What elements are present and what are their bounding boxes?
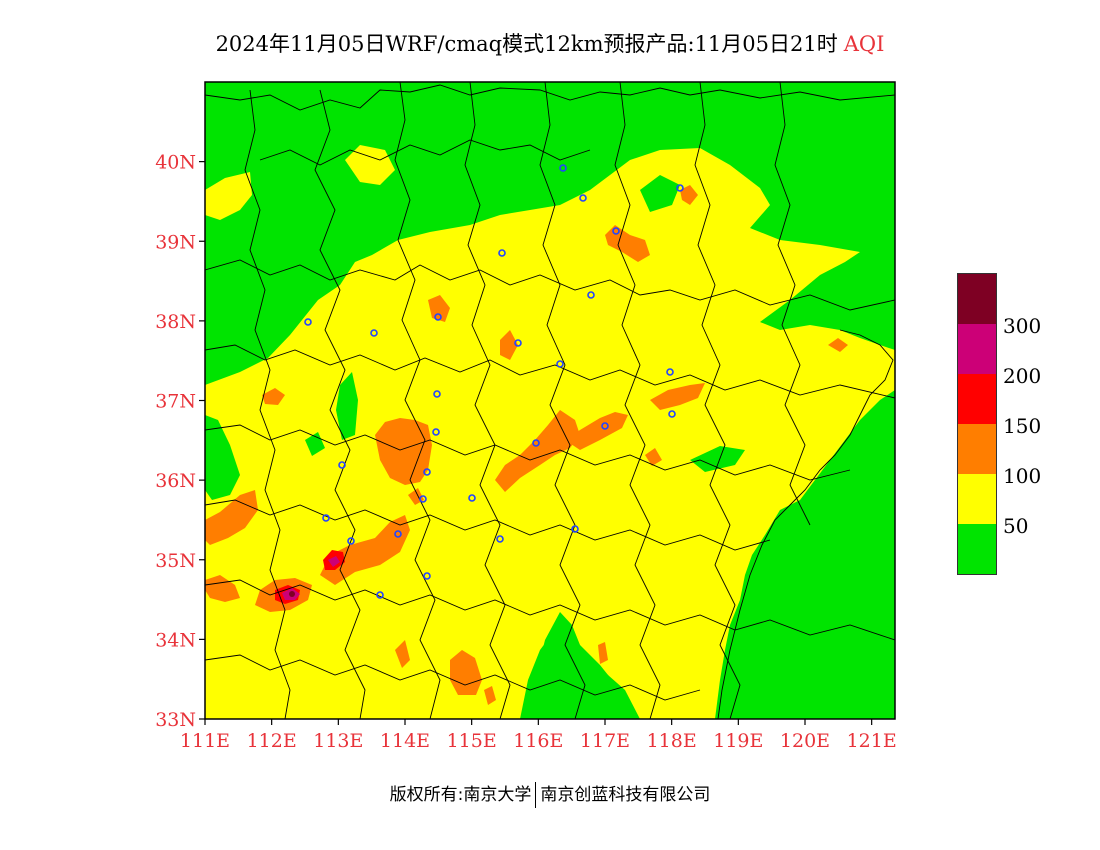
- title-variable: AQI: [843, 32, 885, 56]
- lon-tick-label: 121E: [847, 730, 897, 752]
- lon-tick-label: 117E: [580, 730, 630, 752]
- lon-tick-label: 119E: [713, 730, 763, 752]
- aqi-field: [205, 82, 895, 719]
- aqi-zone-moderate-north: [345, 145, 395, 185]
- latitude-ticks: 40N 39N 38N 37N 36N 35N 34N 33N: [155, 152, 205, 731]
- aqi-zone-good-pocket-2: [336, 372, 358, 440]
- legend-label-100: 100: [1003, 464, 1042, 488]
- lat-tick-label: 33N: [155, 709, 196, 731]
- longitude-ticks: 111E 112E 113E 114E 115E 116E 117E 118E 119E 120E…: [180, 719, 897, 752]
- copyright-footer: 版权所有:南京大学 南京创蓝科技有限公司: [0, 780, 1100, 808]
- lon-tick-label: 112E: [247, 730, 297, 752]
- aqi-zone-good-pocket: [640, 175, 680, 212]
- legend-swatch-50-100: [958, 474, 996, 524]
- footer-separator: [535, 782, 537, 808]
- aqi-zone-good-pocket-4: [690, 446, 745, 472]
- legend-swatch-300plus: [958, 274, 996, 324]
- legend-label-300: 300: [1003, 314, 1042, 338]
- aqi-zone-good-pocket-5: [205, 415, 240, 500]
- aqi-zone-good-south: [530, 612, 640, 719]
- copyright-org-1: 南京大学: [463, 785, 532, 805]
- legend-swatch-0-50: [958, 524, 996, 574]
- admin-boundaries: [205, 82, 895, 719]
- legend-label-200: 200: [1003, 364, 1042, 388]
- legend-label-150: 150: [1003, 414, 1042, 438]
- city-markers: [304, 164, 684, 599]
- map-title: 2024年11月05日WRF/cmaq模式12km预报产品:11月05日21时 A…: [0, 28, 1100, 58]
- copyright-org-2: 南京创蓝科技有限公司: [540, 785, 711, 805]
- aqi-zone-moderate-nw: [205, 172, 252, 220]
- legend-swatch-200-300: [958, 324, 996, 374]
- lat-tick-label: 40N: [155, 152, 196, 174]
- copyright-prefix: 版权所有:: [389, 785, 464, 805]
- lon-tick-label: 115E: [447, 730, 497, 752]
- lat-tick-label: 39N: [155, 231, 196, 253]
- lat-tick-label: 36N: [155, 470, 196, 492]
- lon-tick-label: 116E: [513, 730, 563, 752]
- lat-tick-label: 34N: [155, 629, 196, 651]
- aqi-zone-good-pocket-3: [305, 432, 325, 456]
- legend-label-50: 50: [1003, 514, 1029, 538]
- legend-swatch-150-200: [958, 374, 996, 424]
- legend-swatch-100-150: [958, 424, 996, 474]
- lon-tick-label: 120E: [780, 730, 830, 752]
- aqi-legend: [957, 273, 997, 575]
- lon-tick-label: 114E: [380, 730, 430, 752]
- lat-tick-label: 38N: [155, 311, 196, 333]
- lon-tick-label: 113E: [313, 730, 363, 752]
- lon-tick-label: 118E: [647, 730, 697, 752]
- title-main: 2024年11月05日WRF/cmaq模式12km预报产品:11月05日21时: [215, 32, 838, 56]
- lat-tick-label: 35N: [155, 550, 196, 572]
- aqi-zone-usg: [205, 185, 848, 705]
- lat-tick-label: 37N: [155, 391, 196, 413]
- aqi-zone-hazardous: [289, 591, 295, 597]
- lon-tick-label: 111E: [180, 730, 230, 752]
